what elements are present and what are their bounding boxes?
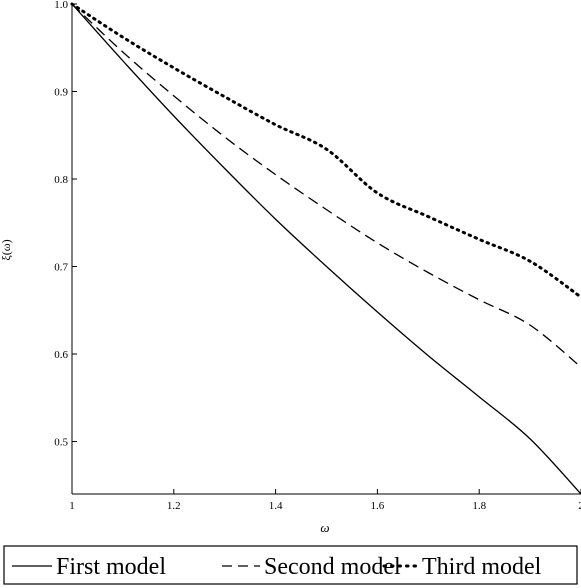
series-line-2 (71, 3, 581, 368)
ticks-layer: 1 1.2 1.4 1.6 1.8 2 0.5 0.6 0.7 0.8 0.9 1.0 (54, 0, 581, 512)
x-tick-label: 1.6 (371, 500, 385, 512)
series-line-3 (70, 2, 581, 299)
y-tick-label: 0.6 (54, 349, 68, 361)
y-tick-label: 1.0 (54, 0, 68, 11)
legend-box (3, 545, 578, 585)
x-tick-label: 2 (578, 500, 581, 512)
y-tick-label: 0.5 (54, 437, 68, 449)
x-tick-label: 1.4 (269, 500, 283, 512)
x-tick-label: 1.8 (472, 500, 486, 512)
legend: First model Second model Third model (3, 545, 578, 585)
x-axis-label: ω (320, 520, 329, 535)
labels-layer: ξ(ω) ω (0, 239, 330, 535)
axes (71, 4, 581, 495)
y-tick-label: 0.8 (54, 174, 68, 186)
series-line-1 (71, 3, 581, 495)
x-tick-label: 1.2 (167, 500, 181, 512)
y-tick-label: 0.9 (54, 87, 68, 99)
legend-label-3: Third model (422, 554, 542, 580)
x-tick-label: 1 (69, 500, 75, 512)
legend-label-1: First model (56, 554, 166, 580)
y-tick-label: 0.7 (54, 262, 68, 274)
series-layer (70, 2, 581, 495)
y-axis-label: ξ(ω) (0, 239, 13, 260)
legend-label-2: Second model (264, 554, 401, 580)
